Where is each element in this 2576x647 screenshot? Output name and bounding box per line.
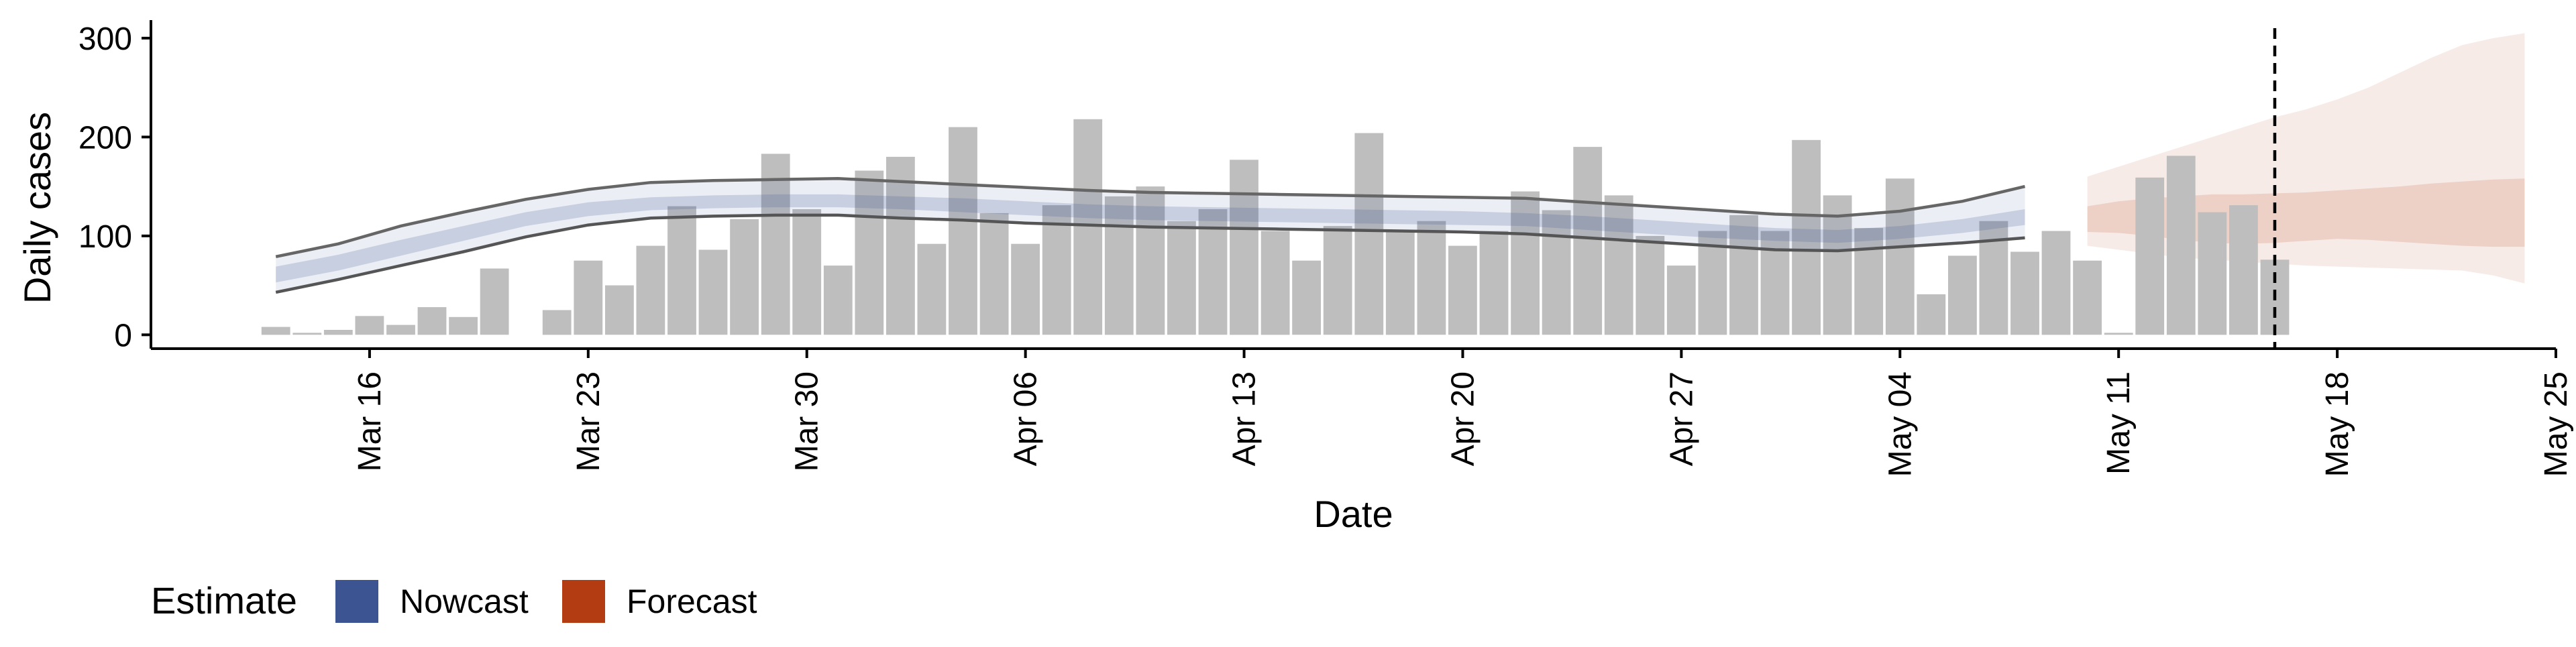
forecast-outer-band [2087, 33, 2525, 284]
legend: Estimate Nowcast Forecast [151, 579, 757, 623]
bar-2020-03-14 [292, 333, 322, 335]
x-tick-label: Mar 23 [571, 371, 606, 471]
bar-2020-04-08 [1073, 119, 1103, 335]
bar-2020-04-10 [1136, 186, 1165, 335]
bar-2020-05-11 [2104, 333, 2133, 335]
bar-2020-03-17 [386, 325, 415, 335]
bar-2020-05-05 [1917, 294, 1946, 335]
bar-2020-05-06 [1948, 255, 1977, 335]
bar-2020-03-31 [823, 266, 853, 335]
bar-2020-04-13 [1230, 160, 1258, 335]
y-tick-label: 100 [78, 219, 132, 255]
x-tick-label: May 11 [2101, 371, 2137, 475]
bar-2020-03-13 [261, 327, 290, 335]
bar-2020-04-11 [1167, 221, 1196, 335]
bar-2020-03-26 [667, 206, 696, 335]
y-axis-title: Daily cases [16, 112, 58, 304]
bar-2020-04-29 [1729, 215, 1758, 335]
bar-2020-05-13 [2166, 156, 2196, 335]
bar-2020-03-29 [761, 154, 790, 335]
x-tick-label: Apr 27 [1664, 371, 1699, 466]
bar-2020-05-12 [2135, 177, 2165, 335]
bar-2020-04-20 [1448, 245, 1477, 335]
bar-2020-04-28 [1698, 231, 1727, 335]
bar-2020-04-05 [979, 213, 1009, 335]
bar-2020-05-02 [1823, 195, 1852, 335]
bar-2020-03-25 [636, 245, 665, 335]
lines-layer [275, 28, 2277, 349]
bar-2020-05-10 [2073, 260, 2102, 335]
bar-2020-04-22 [1511, 191, 1540, 335]
bar-2020-03-27 [698, 249, 728, 335]
bar-2020-04-24 [1573, 147, 1603, 335]
bar-2020-04-07 [1042, 205, 1071, 335]
forecast-inner-band [2087, 178, 2525, 247]
bar-2020-04-21 [1479, 231, 1509, 335]
bar-2020-04-17 [1354, 133, 1384, 335]
bar-2020-04-09 [1104, 196, 1134, 335]
bar-2020-03-30 [792, 209, 822, 335]
axes-layer: 0 100 200 300 Mar 16 Mar 23 Mar 30 Apr 06 Apr 13… [16, 20, 2574, 535]
legend-label-nowcast: Nowcast [400, 583, 529, 620]
x-tick-label: Apr 20 [1446, 371, 1481, 466]
nowcast-outer-band [276, 178, 2025, 292]
bar-2020-04-02 [886, 156, 915, 335]
bands-layer [2087, 33, 2525, 284]
bar-2020-04-06 [1011, 243, 1040, 335]
nowcast-lower-line [275, 213, 2025, 294]
bar-2020-04-27 [1666, 266, 1696, 335]
bar-2020-03-23 [574, 260, 603, 335]
bar-2020-05-03 [1854, 228, 1884, 335]
legend-title: Estimate [151, 579, 297, 622]
bar-2020-04-12 [1198, 209, 1228, 335]
bar-2020-03-16 [355, 316, 384, 335]
bar-2020-03-18 [417, 307, 447, 335]
bar-2020-03-28 [730, 219, 759, 335]
x-tick-label: Mar 30 [790, 371, 825, 471]
bar-2020-04-01 [855, 170, 884, 335]
bar-2020-04-26 [1635, 235, 1665, 335]
legend-swatch-forecast [562, 580, 605, 623]
bar-2020-04-03 [917, 243, 947, 335]
bar-2020-04-16 [1323, 226, 1352, 335]
bar-2020-05-01 [1792, 139, 1821, 335]
y-tick-label: 300 [78, 21, 132, 57]
bar-2020-03-22 [542, 310, 572, 335]
bar-2020-05-09 [2041, 231, 2071, 335]
nowcast-inner-band [276, 194, 2025, 283]
bar-2020-04-19 [1417, 221, 1446, 335]
x-tick-label: May 18 [2320, 371, 2355, 477]
bar-2020-04-23 [1542, 210, 1571, 335]
y-tick-label: 0 [114, 318, 132, 353]
bar-2020-05-08 [2010, 251, 2039, 335]
x-tick-label: May 25 [2538, 371, 2574, 477]
bar-2020-04-18 [1385, 232, 1415, 335]
bar-2020-05-04 [1885, 178, 1915, 335]
x-tick-label: Apr 06 [1008, 371, 1044, 466]
x-tick-label: May 04 [1882, 371, 1918, 477]
bar-2020-04-14 [1260, 231, 1290, 335]
x-tick-label: Apr 13 [1227, 371, 1263, 466]
bar-2020-04-25 [1604, 195, 1633, 335]
y-tick-label: 200 [78, 120, 132, 156]
bars-layer [261, 119, 2290, 335]
x-axis-title: Date [1313, 493, 1393, 535]
x-tick-label: Mar 16 [352, 371, 388, 471]
bar-2020-05-15 [2229, 205, 2258, 335]
bar-2020-04-15 [1292, 260, 1321, 335]
bar-2020-03-19 [449, 316, 478, 335]
bar-2020-03-15 [323, 330, 353, 335]
nowcast-upper-line [275, 177, 2026, 259]
legend-swatch-nowcast [335, 580, 378, 623]
legend-label-forecast: Forecast [627, 583, 757, 620]
bar-2020-03-24 [605, 285, 634, 335]
bar-2020-03-20 [480, 268, 509, 335]
bar-2020-05-14 [2198, 212, 2227, 335]
bar-2020-04-04 [949, 127, 977, 335]
